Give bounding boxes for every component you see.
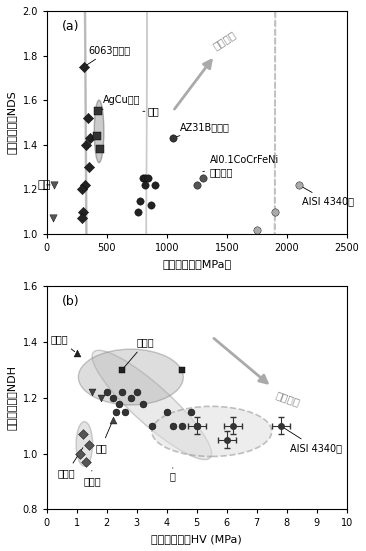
Point [113, 408, 119, 417]
Point [194, 422, 200, 430]
Text: 铜合金: 铜合金 [58, 448, 83, 478]
Point [80, 207, 86, 216]
Ellipse shape [94, 100, 104, 163]
Text: AISI 4340钢: AISI 4340钢 [301, 186, 354, 207]
Point [134, 388, 140, 397]
Point [80, 430, 86, 439]
Point [142, 181, 148, 190]
Text: 降低硬度: 降低硬度 [275, 390, 302, 408]
Point [94, 132, 100, 141]
Point [86, 441, 92, 450]
Point [200, 174, 206, 182]
Point [83, 141, 89, 149]
Point [128, 393, 134, 402]
Text: AZ31B镁合金: AZ31B镁合金 [175, 122, 230, 137]
X-axis label: 准静态强度（MPa）: 准静态强度（MPa） [162, 258, 231, 268]
X-axis label: 准静态硬度，HV (MPa): 准静态硬度，HV (MPa) [152, 534, 242, 544]
Text: 提高强度: 提高强度 [211, 29, 238, 51]
Text: 铝合金: 铝合金 [83, 471, 101, 487]
Ellipse shape [130, 0, 163, 551]
Point [140, 399, 146, 408]
Point [179, 366, 185, 375]
Point [110, 416, 116, 425]
Point [194, 181, 200, 190]
Point [149, 422, 155, 430]
Point [119, 366, 125, 375]
Point [152, 181, 158, 190]
Text: Al0.1CoCrFeNi
高熵合金: Al0.1CoCrFeNi 高熵合金 [203, 155, 279, 177]
Point [74, 349, 80, 358]
Point [98, 393, 104, 402]
Text: 钢: 钢 [170, 468, 176, 481]
Text: 纯镍: 纯镍 [95, 423, 112, 453]
Point [164, 408, 170, 417]
Point [188, 408, 194, 417]
Point [135, 207, 141, 216]
Point [110, 393, 116, 402]
Point [97, 145, 102, 154]
Point [170, 422, 176, 430]
Text: AISI 4340钢: AISI 4340钢 [283, 428, 342, 453]
Text: 钛合金: 钛合金 [124, 337, 154, 368]
Point [79, 214, 85, 223]
Point [50, 214, 56, 223]
Ellipse shape [239, 0, 310, 551]
Point [82, 181, 88, 190]
Text: (a): (a) [62, 20, 79, 33]
Point [122, 408, 128, 417]
Text: 纯铝: 纯铝 [37, 180, 51, 190]
Point [85, 114, 91, 122]
Text: 6063铝合金: 6063铝合金 [86, 45, 131, 65]
Point [87, 134, 93, 143]
Point [83, 458, 89, 467]
Point [138, 196, 143, 205]
Y-axis label: 归一化硬度，NDH: 归一化硬度，NDH [7, 365, 17, 430]
Ellipse shape [152, 406, 272, 456]
Point [145, 174, 150, 182]
Text: 镁合金: 镁合金 [50, 334, 75, 352]
Text: AgCu合金: AgCu合金 [101, 95, 141, 110]
Point [96, 107, 101, 116]
Point [86, 163, 92, 171]
Point [148, 201, 154, 209]
Point [142, 174, 148, 182]
Ellipse shape [79, 0, 93, 551]
Point [104, 388, 110, 397]
Point [170, 134, 176, 143]
Point [89, 388, 95, 397]
Ellipse shape [76, 422, 93, 466]
Point [116, 399, 122, 408]
Point [272, 207, 278, 216]
Text: 纯铜: 纯铜 [143, 106, 159, 116]
Point [119, 388, 125, 397]
Point [51, 181, 57, 190]
Point [179, 422, 185, 430]
Ellipse shape [92, 350, 212, 460]
Point [296, 181, 302, 190]
Point [254, 225, 259, 234]
Text: (b): (b) [62, 295, 79, 309]
Point [79, 185, 85, 194]
Point [77, 449, 83, 458]
Ellipse shape [78, 349, 183, 405]
Y-axis label: 归一化强度，NDS: 归一化强度，NDS [7, 90, 17, 154]
Point [140, 174, 146, 182]
Point [81, 62, 87, 71]
